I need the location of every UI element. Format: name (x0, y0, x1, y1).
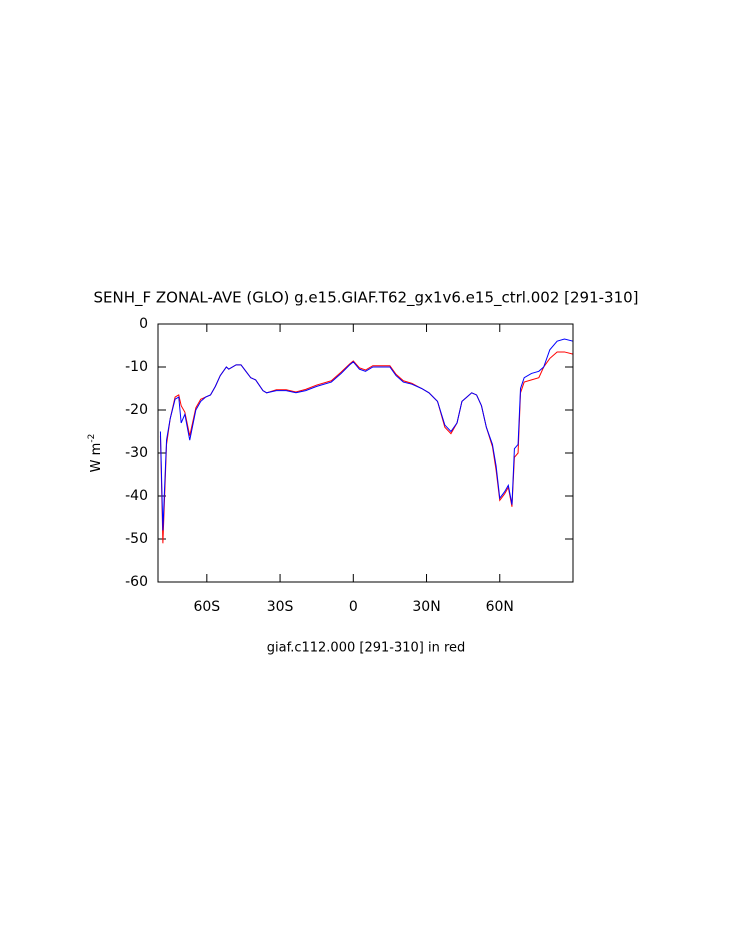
y-tick-label: -30 (125, 445, 148, 461)
x-tick-label: 30S (267, 599, 294, 615)
y-axis-label-sup: -2 (87, 434, 97, 443)
x-tick-label: 60S (193, 599, 220, 615)
y-tick-label: -20 (125, 402, 148, 418)
x-tick-label: 30N (412, 599, 440, 615)
y-tick-label: -40 (125, 488, 148, 504)
y-tick-label: -50 (125, 531, 148, 547)
chart-subtitle: giaf.c112.000 [291-310] in red (267, 641, 466, 656)
y-tick-label: -10 (125, 359, 148, 375)
series-line (159, 338, 574, 531)
x-tick-label: 60N (486, 599, 514, 615)
y-tick-label: 0 (139, 316, 148, 332)
x-tick-label: 0 (349, 599, 358, 615)
y-axis-label: W m-2 (87, 434, 104, 473)
plot-frame (157, 323, 574, 583)
series-line (159, 351, 574, 544)
chart-title: SENH_F ZONAL-AVE (GLO) g.e15.GIAF.T62_gx… (93, 289, 638, 308)
y-tick-label: -60 (125, 574, 148, 590)
y-axis-label-text: W m (89, 443, 104, 473)
